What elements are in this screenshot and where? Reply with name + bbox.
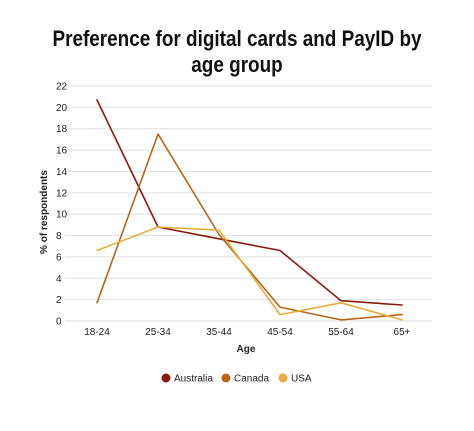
y-tick-label: 0	[56, 317, 62, 328]
y-tick-label: 20	[56, 103, 68, 114]
y-axis-label: % of respondents	[39, 170, 50, 254]
x-tick-label: 25-34	[145, 327, 171, 338]
y-tick-label: 10	[56, 210, 68, 221]
series-line-canada	[96, 133, 403, 321]
x-tick-labels: 18-24 25-34 35-44 45-54 55-64 65+	[84, 327, 410, 338]
legend-swatch	[221, 373, 231, 383]
y-tick-label: 12	[56, 188, 68, 199]
legend-item-canada: Canada	[221, 373, 269, 385]
y-tick-label: 22	[56, 82, 68, 93]
y-tick-label: 14	[56, 167, 68, 178]
series-line-usa	[96, 226, 403, 321]
legend-item-usa: USA	[278, 373, 312, 385]
legend-label: Canada	[234, 374, 269, 385]
series-lines	[96, 99, 403, 321]
x-tick-label: 45-54	[267, 327, 293, 338]
y-tick-labels: 0 2 4 6 8 10 12 14 16 18 20 22	[56, 82, 68, 328]
x-tick-label: 35-44	[206, 327, 232, 338]
legend-label: USA	[291, 374, 312, 385]
x-axis-label: Age	[237, 344, 256, 355]
x-tick-label: 65+	[394, 327, 411, 338]
series-line-australia	[96, 99, 403, 306]
legend-swatch	[161, 373, 171, 383]
y-tick-label: 16	[56, 146, 68, 157]
gridlines	[65, 85, 432, 322]
chart-title: Preference for digital cards and PayID b…	[52, 26, 422, 77]
y-tick-label: 4	[56, 274, 62, 285]
y-tick-label: 18	[56, 124, 68, 135]
y-tick-label: 2	[56, 295, 62, 306]
legend-label: Australia	[174, 374, 213, 385]
y-tick-label: 8	[56, 231, 62, 242]
x-tick-label: 18-24	[84, 327, 110, 338]
x-tick-label: 55-64	[328, 327, 354, 338]
legend-swatch	[278, 373, 288, 383]
legend-item-australia: Australia	[161, 373, 213, 385]
y-tick-label: 6	[56, 252, 62, 263]
legend: Australia Canada USA	[161, 373, 312, 385]
